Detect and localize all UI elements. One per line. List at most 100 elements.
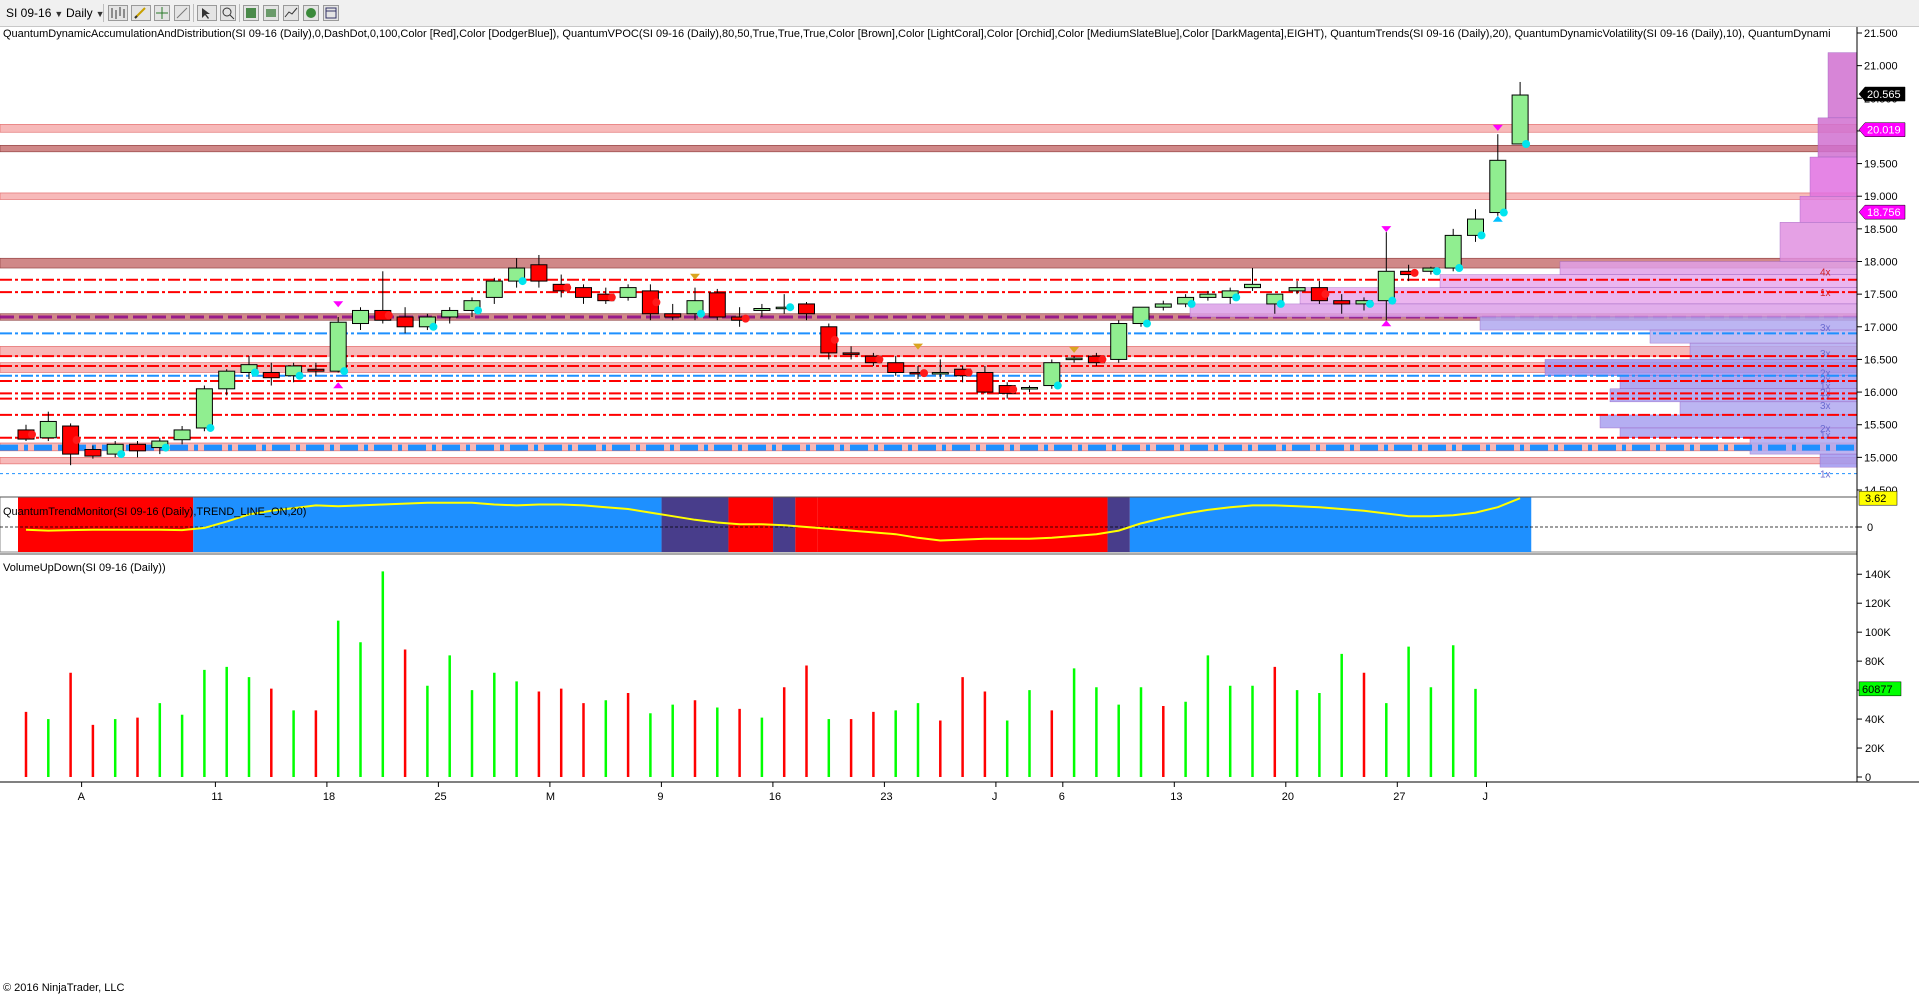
candle-up — [352, 309, 369, 325]
crosshair-icon[interactable] — [154, 5, 170, 21]
trend-dot — [1321, 290, 1330, 299]
trend-dots — [28, 124, 1531, 459]
trend-panel-title: QuantumTrendMonitor(SI 09-16 (Daily),TRE… — [3, 506, 306, 518]
trend-value-tag-background — [1858, 490, 1898, 506]
profile-multiplier-label: 3x — [1820, 349, 1831, 360]
candle-down — [262, 371, 280, 379]
support-resistance-lines — [0, 278, 1857, 475]
volume-tick-label: 120K — [1865, 598, 1891, 610]
candle-up — [39, 420, 57, 439]
profile-bar — [1439, 274, 1858, 288]
trend-dot — [295, 371, 304, 380]
trend-segment — [1107, 497, 1130, 552]
toolbar-divider — [103, 4, 104, 22]
profile-multiplier-label: 1x — [1820, 382, 1831, 393]
copyright-text: © 2016 NinjaTrader, LLC — [3, 982, 124, 994]
price-tick-label: 19.000 — [1864, 191, 1898, 203]
volume-tick-label: 100K — [1865, 627, 1891, 639]
candle-up — [218, 370, 236, 390]
candle-down — [664, 313, 682, 318]
vpoc-level-tag: 20.019 — [1867, 125, 1901, 137]
candle-up — [1511, 94, 1529, 145]
candle-down — [530, 264, 548, 282]
volume-tick-label: 140K — [1865, 569, 1891, 581]
trend-segment — [661, 497, 729, 552]
timeframe-selector[interactable]: Daily ▼ — [66, 4, 105, 22]
candle-up — [619, 287, 637, 298]
profile-multiplier-label: 2x — [1820, 424, 1831, 435]
price-panel-title: QuantumDynamicAccumulationAndDistributio… — [3, 28, 1831, 40]
profile-bar — [1479, 316, 1858, 331]
price-tick-label: 15.500 — [1864, 420, 1898, 432]
trend-dot — [786, 303, 795, 312]
candle-down — [798, 303, 815, 315]
template-icon[interactable] — [323, 5, 339, 21]
toolbar-divider — [193, 4, 194, 22]
candle-down — [1333, 300, 1351, 305]
cursor-pointer-icon[interactable] — [197, 5, 217, 21]
profile-bar — [1817, 117, 1858, 158]
candle-down — [708, 292, 726, 318]
trend-dot — [161, 443, 170, 452]
trend-dot — [1499, 208, 1508, 217]
measure-icon[interactable] — [174, 5, 190, 21]
profile-multiplier-label: 1x — [1820, 391, 1831, 402]
candle-up — [1154, 303, 1172, 308]
strategy-icon[interactable] — [303, 5, 319, 21]
trend-segment — [795, 497, 818, 552]
trend-dot — [1053, 381, 1062, 390]
candle-up — [1489, 159, 1507, 214]
trend-dot — [697, 309, 705, 318]
candle-down — [976, 371, 994, 393]
zoom-icon[interactable] — [220, 5, 236, 21]
candle-down — [842, 352, 860, 355]
candle-up — [106, 443, 124, 455]
trend-dot — [474, 306, 482, 315]
trend-value-tag: 3.62 — [1865, 493, 1886, 505]
trend-monitor-panel[interactable] — [0, 496, 1919, 555]
profile-bar — [1809, 156, 1858, 197]
volatility-level-tag-background — [1858, 204, 1906, 220]
signal-triangle — [1492, 215, 1503, 222]
signal-triangle — [1492, 124, 1503, 131]
trend-dot — [1410, 268, 1419, 277]
price-tick-label: 21.500 — [1864, 28, 1898, 40]
trend-dot — [1098, 355, 1107, 364]
trend-dot — [117, 450, 126, 459]
profile-bar — [1599, 414, 1858, 429]
trend-dot — [1388, 296, 1397, 305]
bar-chart-icon[interactable] — [108, 5, 128, 21]
indicators-icon[interactable] — [283, 5, 299, 21]
price-tick-label: 18.500 — [1864, 224, 1898, 236]
data-box-icon[interactable] — [243, 5, 259, 21]
volume-tick-label: 40K — [1865, 714, 1885, 726]
x-tick-label: 13 — [1170, 791, 1182, 803]
profile-bar — [1779, 222, 1858, 262]
trend-dot — [28, 430, 36, 439]
instrument-selector[interactable]: SI 09-16 ▼ — [6, 4, 63, 22]
candle-up — [1021, 387, 1038, 390]
price-tick-label: 16.000 — [1864, 387, 1898, 399]
timeframe-label: Daily — [66, 6, 93, 20]
toolbar-divider — [239, 4, 240, 22]
candle-up — [1467, 218, 1484, 236]
candlesticks — [17, 81, 1529, 466]
candle-up — [418, 316, 436, 328]
trend-dot — [964, 368, 973, 377]
trend-dot — [1455, 264, 1464, 273]
trend-dot — [652, 298, 661, 307]
candle-up — [931, 371, 949, 375]
profile-multiplier-label: 1x — [1820, 470, 1831, 481]
candle-up — [1043, 362, 1061, 387]
pencil-draw-icon[interactable] — [131, 5, 151, 21]
trend-tick-label: 0 — [1867, 522, 1873, 534]
candle-up — [1244, 283, 1261, 289]
trend-segment — [1129, 497, 1532, 552]
properties-icon[interactable] — [263, 5, 279, 21]
x-axis: A 11 18 25 M 9 16 23 J 6 13 20 27 J — [0, 781, 1919, 803]
trend-line — [25, 497, 1521, 542]
profile-bar — [1544, 359, 1858, 376]
axes: 21.50021.00020.50020.00019.50019.00018.5… — [1856, 27, 1919, 994]
